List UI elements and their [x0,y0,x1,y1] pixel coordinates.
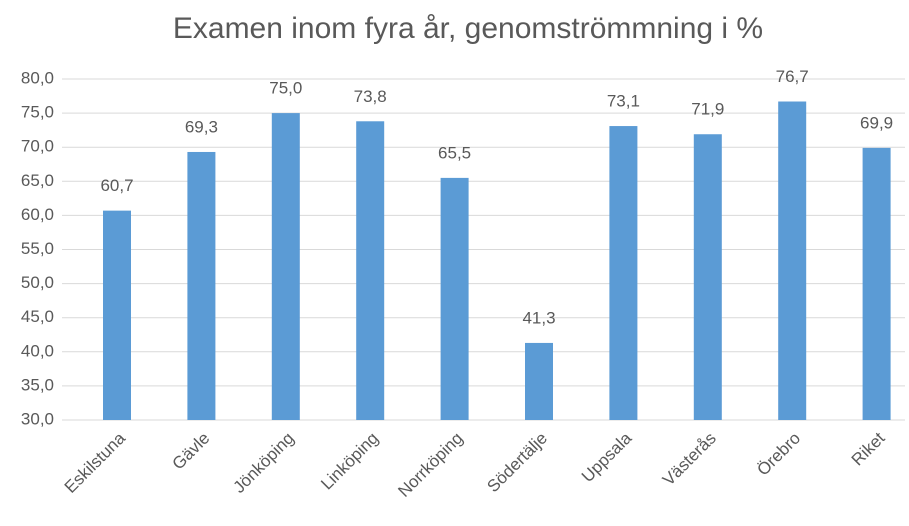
data-label: 73,1 [607,92,640,111]
x-tick-label: Örebro [753,429,804,480]
data-label: 69,3 [185,117,218,136]
x-tick-label: Gävle [169,429,214,474]
y-tick-label: 30,0 [21,409,54,428]
y-tick-label: 60,0 [21,205,54,224]
data-label: 75,0 [269,79,302,98]
bar [271,113,300,420]
x-tick-label: Västerås [659,429,720,490]
x-tick-label: Linköping [317,429,382,494]
y-tick-label: 65,0 [21,171,54,190]
bar [103,210,131,420]
y-tick-label: 75,0 [21,103,54,122]
y-tick-label: 35,0 [21,375,54,394]
data-label: 76,7 [776,67,809,86]
bar [187,151,216,420]
data-label: 65,5 [438,143,471,162]
bar [525,342,553,420]
data-label: 41,3 [522,308,555,327]
x-tick-label: Uppsala [578,428,636,486]
x-tick-label: Eskilstuna [61,428,130,497]
y-tick-label: 50,0 [21,273,54,292]
data-label: 71,9 [691,100,724,119]
bar [356,121,385,420]
bar [693,134,722,420]
bar [862,147,891,420]
chart-title: Examen inom fyra år, genomströmmning i % [173,12,763,45]
y-tick-label: 45,0 [21,307,54,326]
y-tick-label: 55,0 [21,239,54,258]
data-label: 73,8 [354,87,387,106]
y-tick-label: 70,0 [21,137,54,156]
x-tick-label: Riket [848,428,889,469]
data-label: 69,9 [860,113,893,132]
bar [778,101,807,421]
data-label: 60,7 [100,176,133,195]
x-tick-label: Södertälje [483,429,551,497]
y-tick-label: 80,0 [21,68,54,87]
y-tick-label: 40,0 [21,341,54,360]
x-tick-label: Norrköping [394,429,466,501]
x-tick-label: Jönköping [230,429,298,497]
bar [609,126,638,421]
bar [440,177,469,420]
